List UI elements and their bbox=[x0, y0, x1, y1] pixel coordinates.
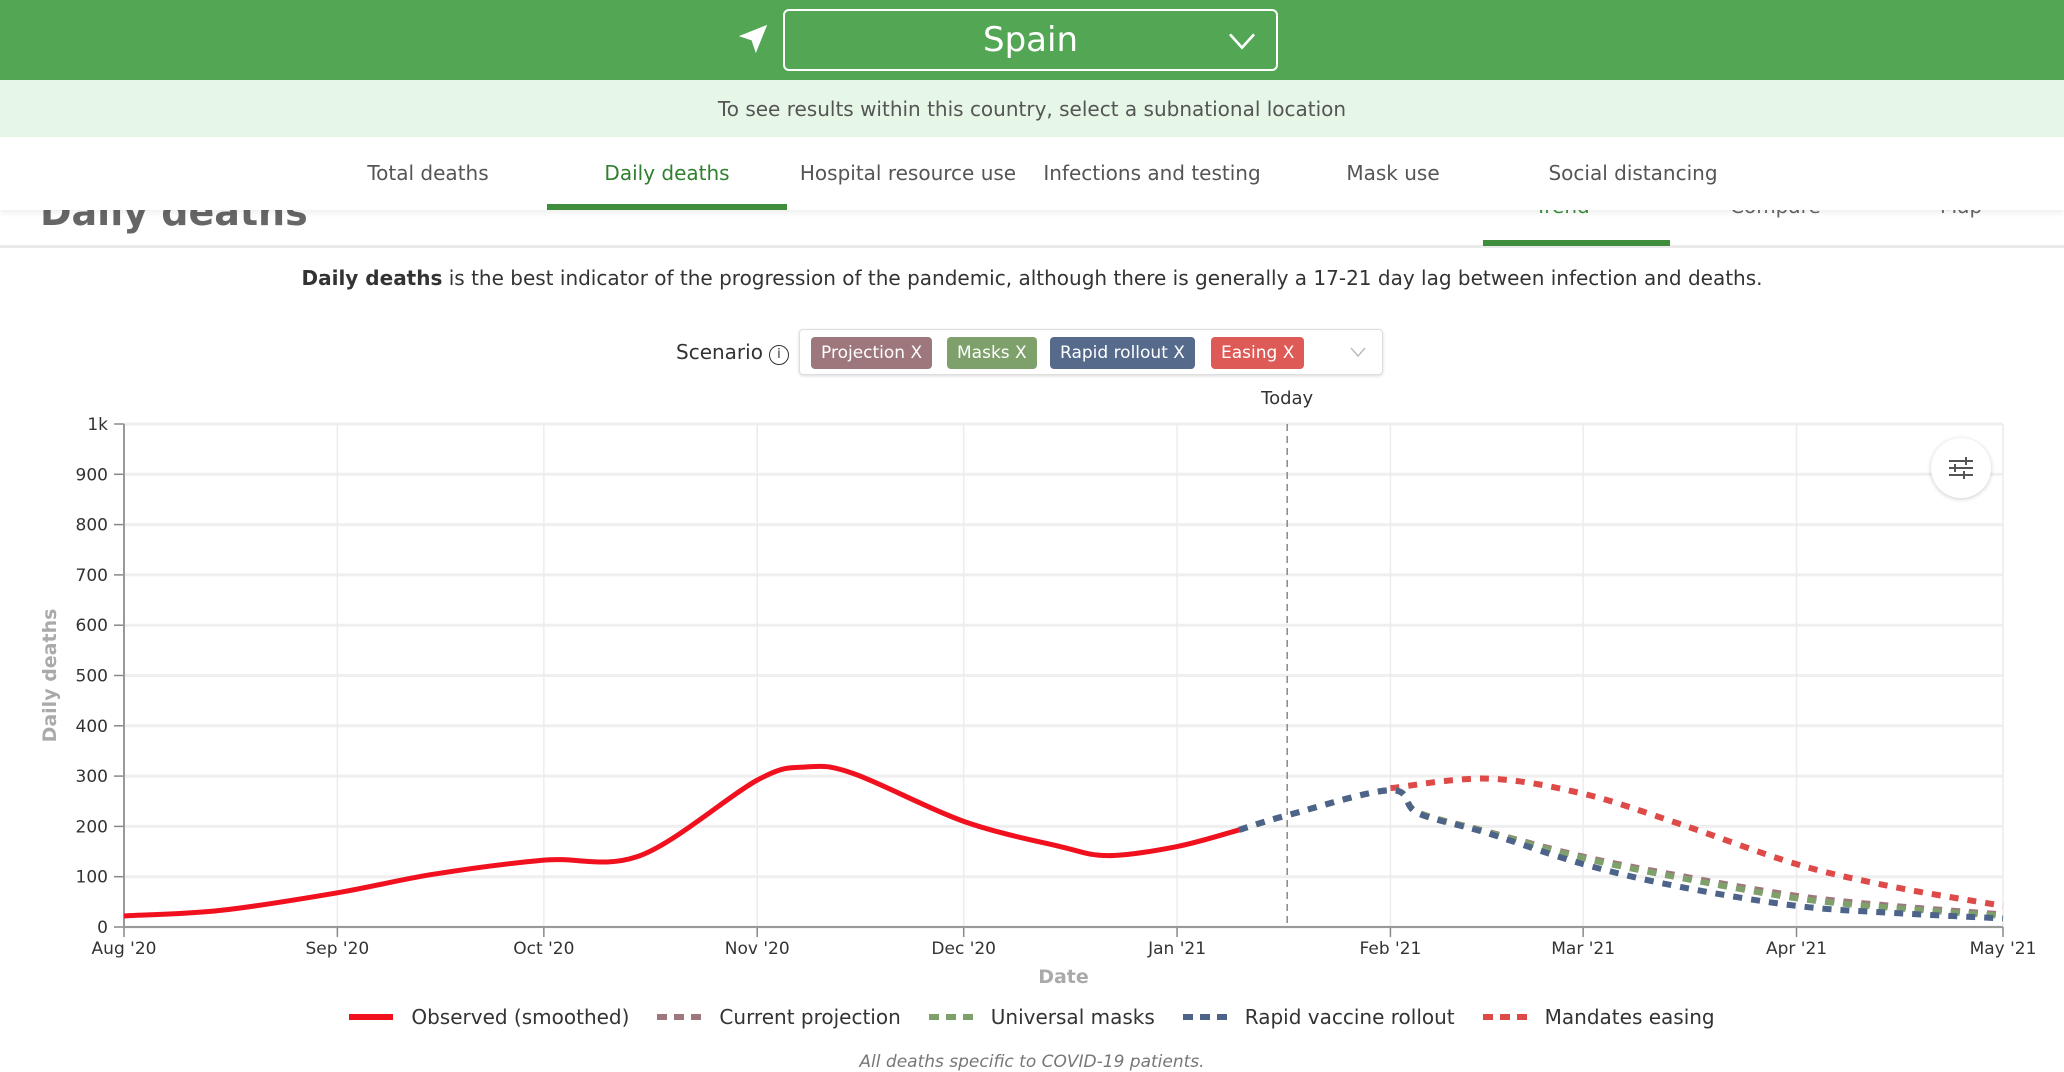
x-tick-label: Oct '20 bbox=[513, 939, 574, 959]
y-axis-title: Daily deaths bbox=[39, 609, 61, 743]
series-line-rapid-vaccine-rollout bbox=[1238, 787, 2004, 922]
today-label: Today bbox=[1260, 390, 1313, 409]
footnote: All deaths specific to COVID-19 patients… bbox=[859, 1052, 1205, 1072]
y-tick-label: 500 bbox=[76, 667, 108, 687]
legend-rapid-rollout[interactable]: Rapid vaccine rollout bbox=[1182, 1005, 1455, 1029]
legend-swatch bbox=[928, 1014, 973, 1020]
y-tick-label: 200 bbox=[76, 817, 108, 837]
scenario-label-text: Scenario bbox=[676, 340, 763, 364]
tab-social-distancing[interactable]: Social distancing bbox=[1548, 161, 1718, 185]
location-select[interactable]: Spain bbox=[783, 9, 1278, 71]
tab-hospital-resource-use[interactable]: Hospital resource use bbox=[799, 161, 1017, 185]
chip-rapid-rollout[interactable]: Rapid rollout X bbox=[1050, 337, 1195, 369]
scenario-select[interactable]: Projection X Masks X Rapid rollout X Eas… bbox=[799, 329, 1383, 375]
info-icon[interactable]: i bbox=[768, 345, 789, 365]
subnational-notice: To see results within this country, sele… bbox=[0, 80, 2064, 137]
location-header: Spain bbox=[0, 0, 2064, 80]
legend-swatch bbox=[349, 1014, 394, 1020]
daily-deaths-chart: 0 100 200 300 400 500 600 700 800 900 1k Aug '20 Sep… bbox=[39, 390, 2037, 988]
legend-projection[interactable]: Current projection bbox=[657, 1005, 901, 1029]
y-tick-label: 900 bbox=[76, 465, 108, 485]
legend-observed[interactable]: Observed (smoothed) bbox=[349, 1005, 629, 1029]
view-tab-indicator bbox=[1483, 240, 1670, 246]
legend-label: Mandates easing bbox=[1544, 1005, 1715, 1029]
navigation-arrow-icon[interactable] bbox=[736, 22, 770, 56]
chevron-down-icon bbox=[1229, 33, 1255, 50]
legend-easing[interactable]: Mandates easing bbox=[1482, 1005, 1715, 1029]
x-tick-label: Feb '21 bbox=[1360, 939, 1422, 959]
legend-label: Observed (smoothed) bbox=[411, 1005, 630, 1029]
legend-masks[interactable]: Universal masks bbox=[928, 1005, 1155, 1029]
series-line-current-projection bbox=[1238, 787, 2004, 918]
y-tick-label: 0 bbox=[97, 918, 108, 938]
x-tick-label: Nov '20 bbox=[725, 939, 790, 959]
x-tick-label: Sep '20 bbox=[305, 939, 369, 959]
chart-legend: Observed (smoothed) Current projection U… bbox=[0, 1005, 2064, 1029]
y-tick-label: 800 bbox=[76, 516, 108, 536]
y-tick-label: 400 bbox=[76, 717, 108, 737]
legend-swatch bbox=[657, 1014, 702, 1020]
x-tick-label: Jan '21 bbox=[1147, 939, 1206, 959]
chip-masks[interactable]: Masks X bbox=[947, 337, 1037, 369]
location-value: Spain bbox=[983, 20, 1078, 60]
x-axis-title: Date bbox=[1038, 966, 1089, 988]
metric-tabs: Total deaths Daily deaths Hospital resou… bbox=[0, 137, 2064, 210]
x-tick-label: Aug '20 bbox=[92, 939, 157, 959]
tab-mask-use[interactable]: Mask use bbox=[1346, 161, 1440, 185]
description: Daily deaths is the best indicator of th… bbox=[0, 266, 2064, 290]
y-tick-label: 100 bbox=[76, 868, 108, 888]
x-tick-label: Dec '20 bbox=[931, 939, 996, 959]
y-tick-label: 300 bbox=[76, 767, 108, 787]
legend-label: Current projection bbox=[719, 1005, 901, 1029]
scenario-label: Scenario i bbox=[676, 340, 789, 365]
legend-label: Rapid vaccine rollout bbox=[1244, 1005, 1455, 1029]
legend-label: Universal masks bbox=[990, 1005, 1155, 1029]
sliders-icon bbox=[1949, 457, 1973, 479]
legend-swatch bbox=[1482, 1014, 1527, 1020]
description-text: is the best indicator of the progression… bbox=[442, 266, 1763, 290]
legend-swatch bbox=[1182, 1014, 1227, 1020]
chart-settings-button[interactable] bbox=[1931, 438, 1991, 498]
description-bold: Daily deaths bbox=[301, 266, 443, 290]
tab-infections-testing[interactable]: Infections and testing bbox=[1043, 161, 1261, 185]
series-line-universal-masks bbox=[1238, 787, 2004, 919]
x-tick-label: Mar '21 bbox=[1551, 939, 1615, 959]
y-tick-label: 700 bbox=[76, 566, 108, 586]
active-tab-indicator bbox=[547, 204, 787, 210]
series-line-observed-smoothed bbox=[123, 763, 1240, 919]
chevron-down-icon[interactable] bbox=[1348, 338, 1368, 366]
tab-total-deaths[interactable]: Total deaths bbox=[367, 161, 489, 185]
chip-projection[interactable]: Projection X bbox=[811, 337, 933, 369]
series-line-mandates-easing bbox=[1390, 775, 2004, 909]
y-tick-label: 600 bbox=[76, 616, 108, 636]
tab-daily-deaths[interactable]: Daily deaths bbox=[604, 161, 730, 185]
x-tick-label: May '21 bbox=[1970, 939, 2037, 959]
x-tick-label: Apr '21 bbox=[1766, 939, 1827, 959]
y-tick-label: 1k bbox=[87, 415, 108, 435]
chip-easing[interactable]: Easing X bbox=[1211, 337, 1305, 369]
